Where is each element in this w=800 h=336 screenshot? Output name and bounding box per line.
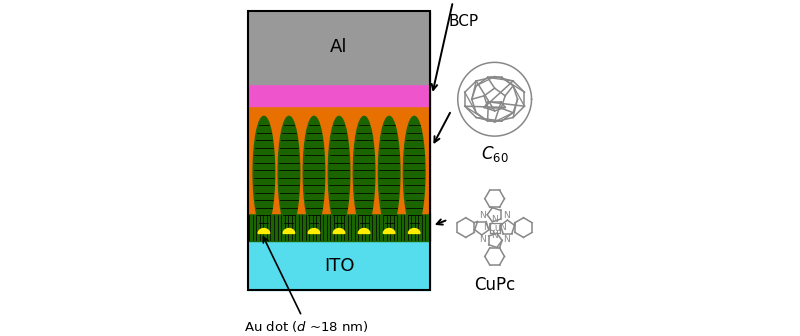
Ellipse shape	[403, 116, 425, 229]
Bar	[248, 84, 430, 106]
Ellipse shape	[278, 116, 300, 229]
Text: N: N	[499, 223, 506, 232]
Text: N: N	[503, 235, 510, 244]
Polygon shape	[409, 228, 420, 234]
Bar	[248, 11, 430, 290]
Text: $C_{60}$: $C_{60}$	[481, 144, 509, 164]
Text: BCP: BCP	[448, 14, 478, 29]
Ellipse shape	[354, 116, 375, 229]
Text: N: N	[483, 223, 490, 232]
Text: Au dot ($d$ ~18 nm): Au dot ($d$ ~18 nm)	[245, 237, 370, 334]
Text: N: N	[491, 231, 498, 240]
Polygon shape	[308, 228, 320, 234]
Text: CuPc: CuPc	[474, 276, 515, 294]
Polygon shape	[383, 228, 395, 234]
Bar	[248, 11, 430, 84]
Polygon shape	[283, 228, 294, 234]
Text: N: N	[491, 215, 498, 224]
Text: ITO: ITO	[324, 257, 354, 275]
Ellipse shape	[328, 116, 350, 229]
Ellipse shape	[378, 116, 400, 229]
Polygon shape	[334, 228, 345, 234]
Polygon shape	[258, 228, 270, 234]
Text: N: N	[503, 211, 510, 220]
Bar	[248, 213, 430, 241]
Text: Cu: Cu	[488, 222, 501, 233]
Ellipse shape	[253, 116, 274, 229]
Text: Al: Al	[330, 38, 348, 56]
Bar	[248, 106, 430, 213]
Text: N: N	[479, 235, 486, 244]
Ellipse shape	[303, 116, 325, 229]
Text: N: N	[479, 211, 486, 220]
Polygon shape	[358, 228, 370, 234]
Bar	[248, 241, 430, 290]
